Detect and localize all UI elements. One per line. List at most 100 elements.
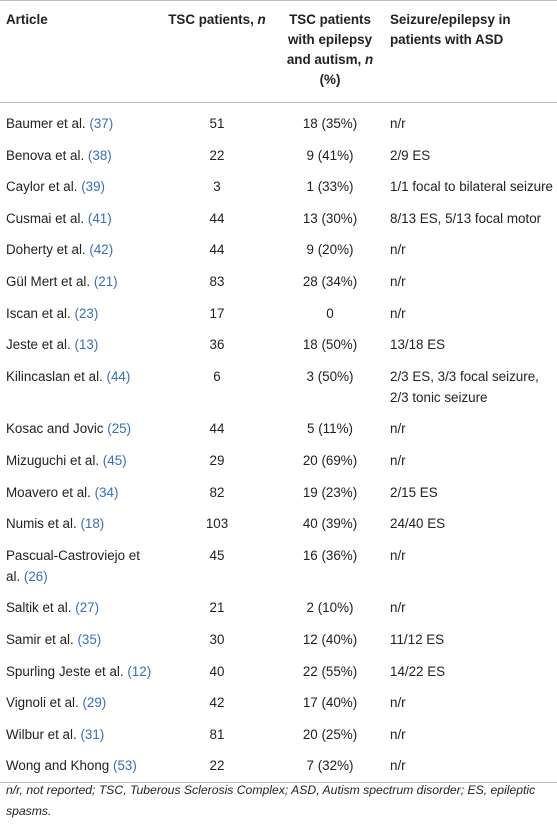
tsc-patients-cell: 29: [209, 452, 225, 468]
reference-link[interactable]: (29): [82, 695, 107, 711]
reference-link[interactable]: (27): [75, 600, 100, 616]
epilepsy-autism-cell: 9 (20%): [306, 242, 354, 258]
table-row: Moavero et al. (34) 82 19 (23%) 2/15 ES: [0, 476, 557, 508]
reference-link[interactable]: (12): [127, 663, 152, 679]
article-name: Spurling Jeste et al.: [6, 663, 124, 679]
reference-link[interactable]: (25): [107, 421, 132, 437]
table-row: Jeste et al. (13) 36 18 (50%) 13/18 ES: [0, 329, 557, 361]
tsc-patients-cell: 3: [213, 179, 221, 195]
article-name: Mizuguchi et al.: [6, 452, 100, 468]
reference-link[interactable]: (53): [112, 758, 137, 774]
seizure-cell: 13/18 ES: [390, 337, 446, 353]
seizure-cell: n/r: [390, 547, 406, 563]
article-cell: Jeste et al. (13): [0, 329, 160, 361]
reference-link[interactable]: (34): [94, 484, 119, 500]
table-row: Iscan et al. (23) 17 0 n/r: [0, 297, 557, 329]
tsc-patients-cell: 42: [209, 695, 225, 711]
article-cell: Caylor et al. (39): [0, 171, 160, 203]
seizure-cell: n/r: [386, 749, 557, 784]
article-cell: Moavero et al. (34): [0, 476, 160, 508]
header-seizure-asd-label: Seizure/epilepsy in patients with ASD: [390, 12, 511, 47]
table-row: Benova et al. (38) 22 9 (41%) 2/9 ES: [0, 139, 557, 171]
tsc-patients-cell: 103: [205, 516, 229, 532]
reference-link[interactable]: (38): [87, 147, 112, 163]
article-cell: Vignoli et al. (29): [0, 687, 160, 719]
article-cell: Cusmai et al. (41): [0, 202, 160, 234]
reference-link[interactable]: (35): [77, 631, 102, 647]
article-name: Vignoli et al.: [6, 695, 79, 711]
article-name: Moavero et al.: [6, 484, 91, 500]
table-body: Baumer et al. (37) 51 18 (35%) n/r Benova et…: [0, 103, 557, 784]
article-name: Samir et al.: [6, 631, 74, 647]
reference-link[interactable]: (13): [74, 337, 99, 353]
reference-link[interactable]: (37): [89, 116, 114, 131]
seizure-cell: n/r: [390, 695, 406, 711]
article-cell: Pascual-Castroviejo et al. (26): [0, 539, 160, 592]
seizure-cell: 1/1 focal to bilateral seizure: [390, 179, 554, 195]
seizure-cell: n/r: [390, 421, 406, 437]
epilepsy-autism-cell: 16 (36%): [302, 547, 358, 563]
epilepsy-autism-cell: 40 (39%): [302, 516, 358, 532]
reference-link[interactable]: (42): [89, 242, 114, 258]
tsc-patients-cell: 22: [209, 147, 225, 163]
header-article-label: Article: [6, 12, 48, 27]
article-name: Iscan et al.: [6, 305, 71, 321]
tsc-patients-cell: 44: [209, 421, 225, 437]
seizure-cell: 2/3 ES, 3/3 focal seizure, 2/3 tonic sei…: [390, 368, 539, 405]
table-row: Numis et al. (18) 103 40 (39%) 24/40 ES: [0, 508, 557, 540]
table-row: Saltik et al. (27) 21 2 (10%) n/r: [0, 592, 557, 624]
table-row: Samir et al. (35) 30 12 (40%) 11/12 ES: [0, 624, 557, 656]
article-cell: Kilincaslan et al. (44): [0, 360, 160, 413]
reference-link[interactable]: (45): [102, 452, 127, 468]
article-cell: Wilbur et al. (31): [0, 718, 160, 750]
epilepsy-autism-cell: 19 (23%): [302, 484, 358, 500]
header-article: Article: [0, 0, 160, 103]
reference-link[interactable]: (26): [23, 568, 48, 584]
epilepsy-autism-cell: 28 (34%): [302, 273, 358, 289]
reference-link[interactable]: (18): [80, 516, 105, 532]
reference-link[interactable]: (41): [87, 210, 112, 226]
reference-link[interactable]: (21): [93, 273, 118, 289]
epilepsy-autism-cell: 7 (32%): [274, 749, 386, 784]
article-name: Wilbur et al.: [6, 726, 77, 742]
article-cell: Iscan et al. (23): [0, 297, 160, 329]
article-cell: Baumer et al. (37): [0, 103, 160, 140]
tsc-patients-cell: 40: [209, 663, 225, 679]
article-cell: Benova et al. (38): [0, 139, 160, 171]
tsc-patients-cell: 21: [209, 600, 225, 616]
tsc-patients-cell: 81: [209, 726, 225, 742]
article-name: Pascual-Castroviejo et al.: [6, 547, 140, 584]
article-name: Benova et al.: [6, 147, 85, 163]
epilepsy-autism-cell: 20 (25%): [302, 726, 358, 742]
article-name: Saltik et al.: [6, 600, 72, 616]
epilepsy-autism-cell: 17 (40%): [302, 695, 358, 711]
table-row: Vignoli et al. (29) 42 17 (40%) n/r: [0, 687, 557, 719]
table-footnote: n/r, not reported; TSC, Tuberous Scleros…: [6, 783, 536, 818]
header-epilepsy-autism-label: TSC patients with epilepsy and autism,: [286, 12, 373, 67]
reference-link[interactable]: (31): [80, 726, 105, 742]
reference-link[interactable]: (44): [106, 368, 131, 384]
tsc-patients-cell: 17: [209, 305, 225, 321]
epilepsy-autism-cell: 12 (40%): [302, 631, 358, 647]
article-name: Baumer et al.: [6, 116, 86, 131]
epilepsy-autism-cell: 9 (41%): [306, 147, 354, 163]
epilepsy-autism-cell: 2 (10%): [306, 600, 354, 616]
table-row: Baumer et al. (37) 51 18 (35%) n/r: [0, 103, 557, 140]
reference-link[interactable]: (23): [74, 305, 99, 321]
seizure-cell: 2/15 ES: [390, 484, 438, 500]
seizure-cell: 2/9 ES: [390, 147, 431, 163]
reference-link[interactable]: (39): [81, 179, 106, 195]
article-name: Doherty et al.: [6, 242, 86, 258]
table-row: Wilbur et al. (31) 81 20 (25%) n/r: [0, 718, 557, 750]
tsc-patients-cell: 36: [209, 337, 225, 353]
epilepsy-autism-cell: 0: [326, 305, 334, 321]
article-name: Jeste et al.: [6, 337, 71, 353]
tsc-patients-cell: 51: [209, 116, 225, 131]
table-row: Pascual-Castroviejo et al. (26) 45 16 (36%…: [0, 539, 557, 592]
header-tsc-patients-n: n: [257, 12, 266, 27]
table-row: Gül Mert et al. (21) 83 28 (34%) n/r: [0, 266, 557, 298]
table-row: Doherty et al. (42) 44 9 (20%) n/r: [0, 234, 557, 266]
article-cell: Numis et al. (18): [0, 508, 160, 540]
seizure-cell: n/r: [390, 726, 406, 742]
